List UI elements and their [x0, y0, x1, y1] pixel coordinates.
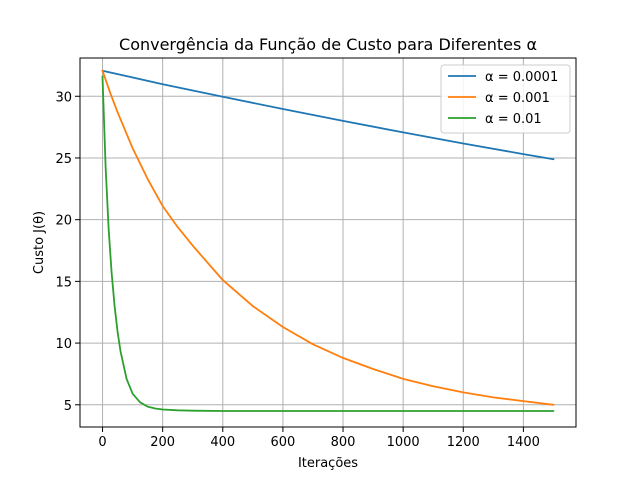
x-tick-label: 1400: [507, 435, 540, 450]
y-tick-label: 30: [55, 90, 72, 105]
series-line: [101, 75, 555, 412]
x-tick-label: 1200: [447, 435, 480, 450]
x-tick-label: 0: [98, 435, 106, 450]
y-tick-label: 25: [55, 152, 72, 167]
series-layer: [101, 69, 555, 412]
legend-entry-label: α = 0.001: [485, 91, 550, 106]
legend-entry-label: α = 0.0001: [485, 70, 558, 85]
x-axis: 0 200 400 600 800 1000 1200 1400: [98, 427, 540, 450]
series-line: [101, 69, 555, 161]
y-tick-label: 20: [55, 214, 72, 229]
y-tick-label: 5: [64, 399, 72, 414]
legend: α = 0.0001 α = 0.001 α = 0.01: [440, 64, 571, 134]
y-tick-label: 10: [55, 337, 72, 352]
y-axis-label: Custo J(θ): [32, 211, 47, 274]
series-line: [101, 69, 555, 406]
plot-frame: [79, 57, 577, 428]
x-axis-label: Iterações: [298, 456, 358, 471]
y-tick-label: 15: [55, 275, 72, 290]
x-tick-label: 600: [270, 435, 295, 450]
y-axis: 5 10 15 20 25 30: [55, 90, 80, 414]
legend-entry-label: α = 0.01: [485, 112, 542, 127]
legend-box: [440, 64, 571, 134]
x-tick-label: 400: [210, 435, 235, 450]
x-tick-label: 800: [331, 435, 356, 450]
x-tick-label: 1000: [387, 435, 420, 450]
chart-title: Convergência da Função de Custo para Dif…: [119, 35, 537, 54]
x-tick-label: 200: [150, 435, 175, 450]
